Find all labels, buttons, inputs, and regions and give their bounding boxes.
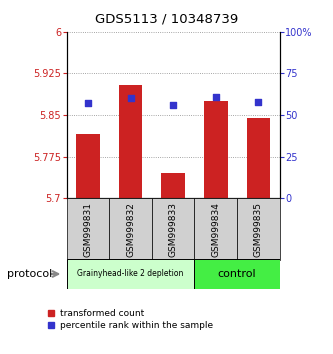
Point	[256, 99, 261, 104]
Bar	[204, 101, 227, 198]
Point	[213, 94, 218, 99]
Bar	[237, 198, 280, 260]
Bar	[67, 198, 109, 260]
Bar	[109, 198, 152, 260]
Bar	[119, 85, 142, 198]
Bar	[76, 135, 100, 198]
Bar	[247, 118, 270, 198]
Legend: transformed count, percentile rank within the sample: transformed count, percentile rank withi…	[48, 309, 213, 330]
Point	[85, 101, 91, 106]
Point	[128, 96, 133, 101]
Bar	[152, 198, 194, 260]
Text: protocol: protocol	[7, 269, 52, 279]
Text: GSM999832: GSM999832	[126, 202, 135, 257]
Bar	[162, 173, 185, 198]
Bar	[67, 259, 194, 289]
Bar	[194, 259, 280, 289]
Text: GSM999834: GSM999834	[211, 202, 220, 257]
Text: control: control	[218, 269, 256, 279]
Text: GSM999835: GSM999835	[254, 202, 263, 257]
Text: GDS5113 / 10348739: GDS5113 / 10348739	[95, 12, 238, 25]
Text: Grainyhead-like 2 depletion: Grainyhead-like 2 depletion	[77, 269, 184, 279]
Text: GSM999831: GSM999831	[83, 202, 93, 257]
Point	[170, 102, 176, 108]
Bar	[194, 198, 237, 260]
Text: GSM999833: GSM999833	[168, 202, 178, 257]
